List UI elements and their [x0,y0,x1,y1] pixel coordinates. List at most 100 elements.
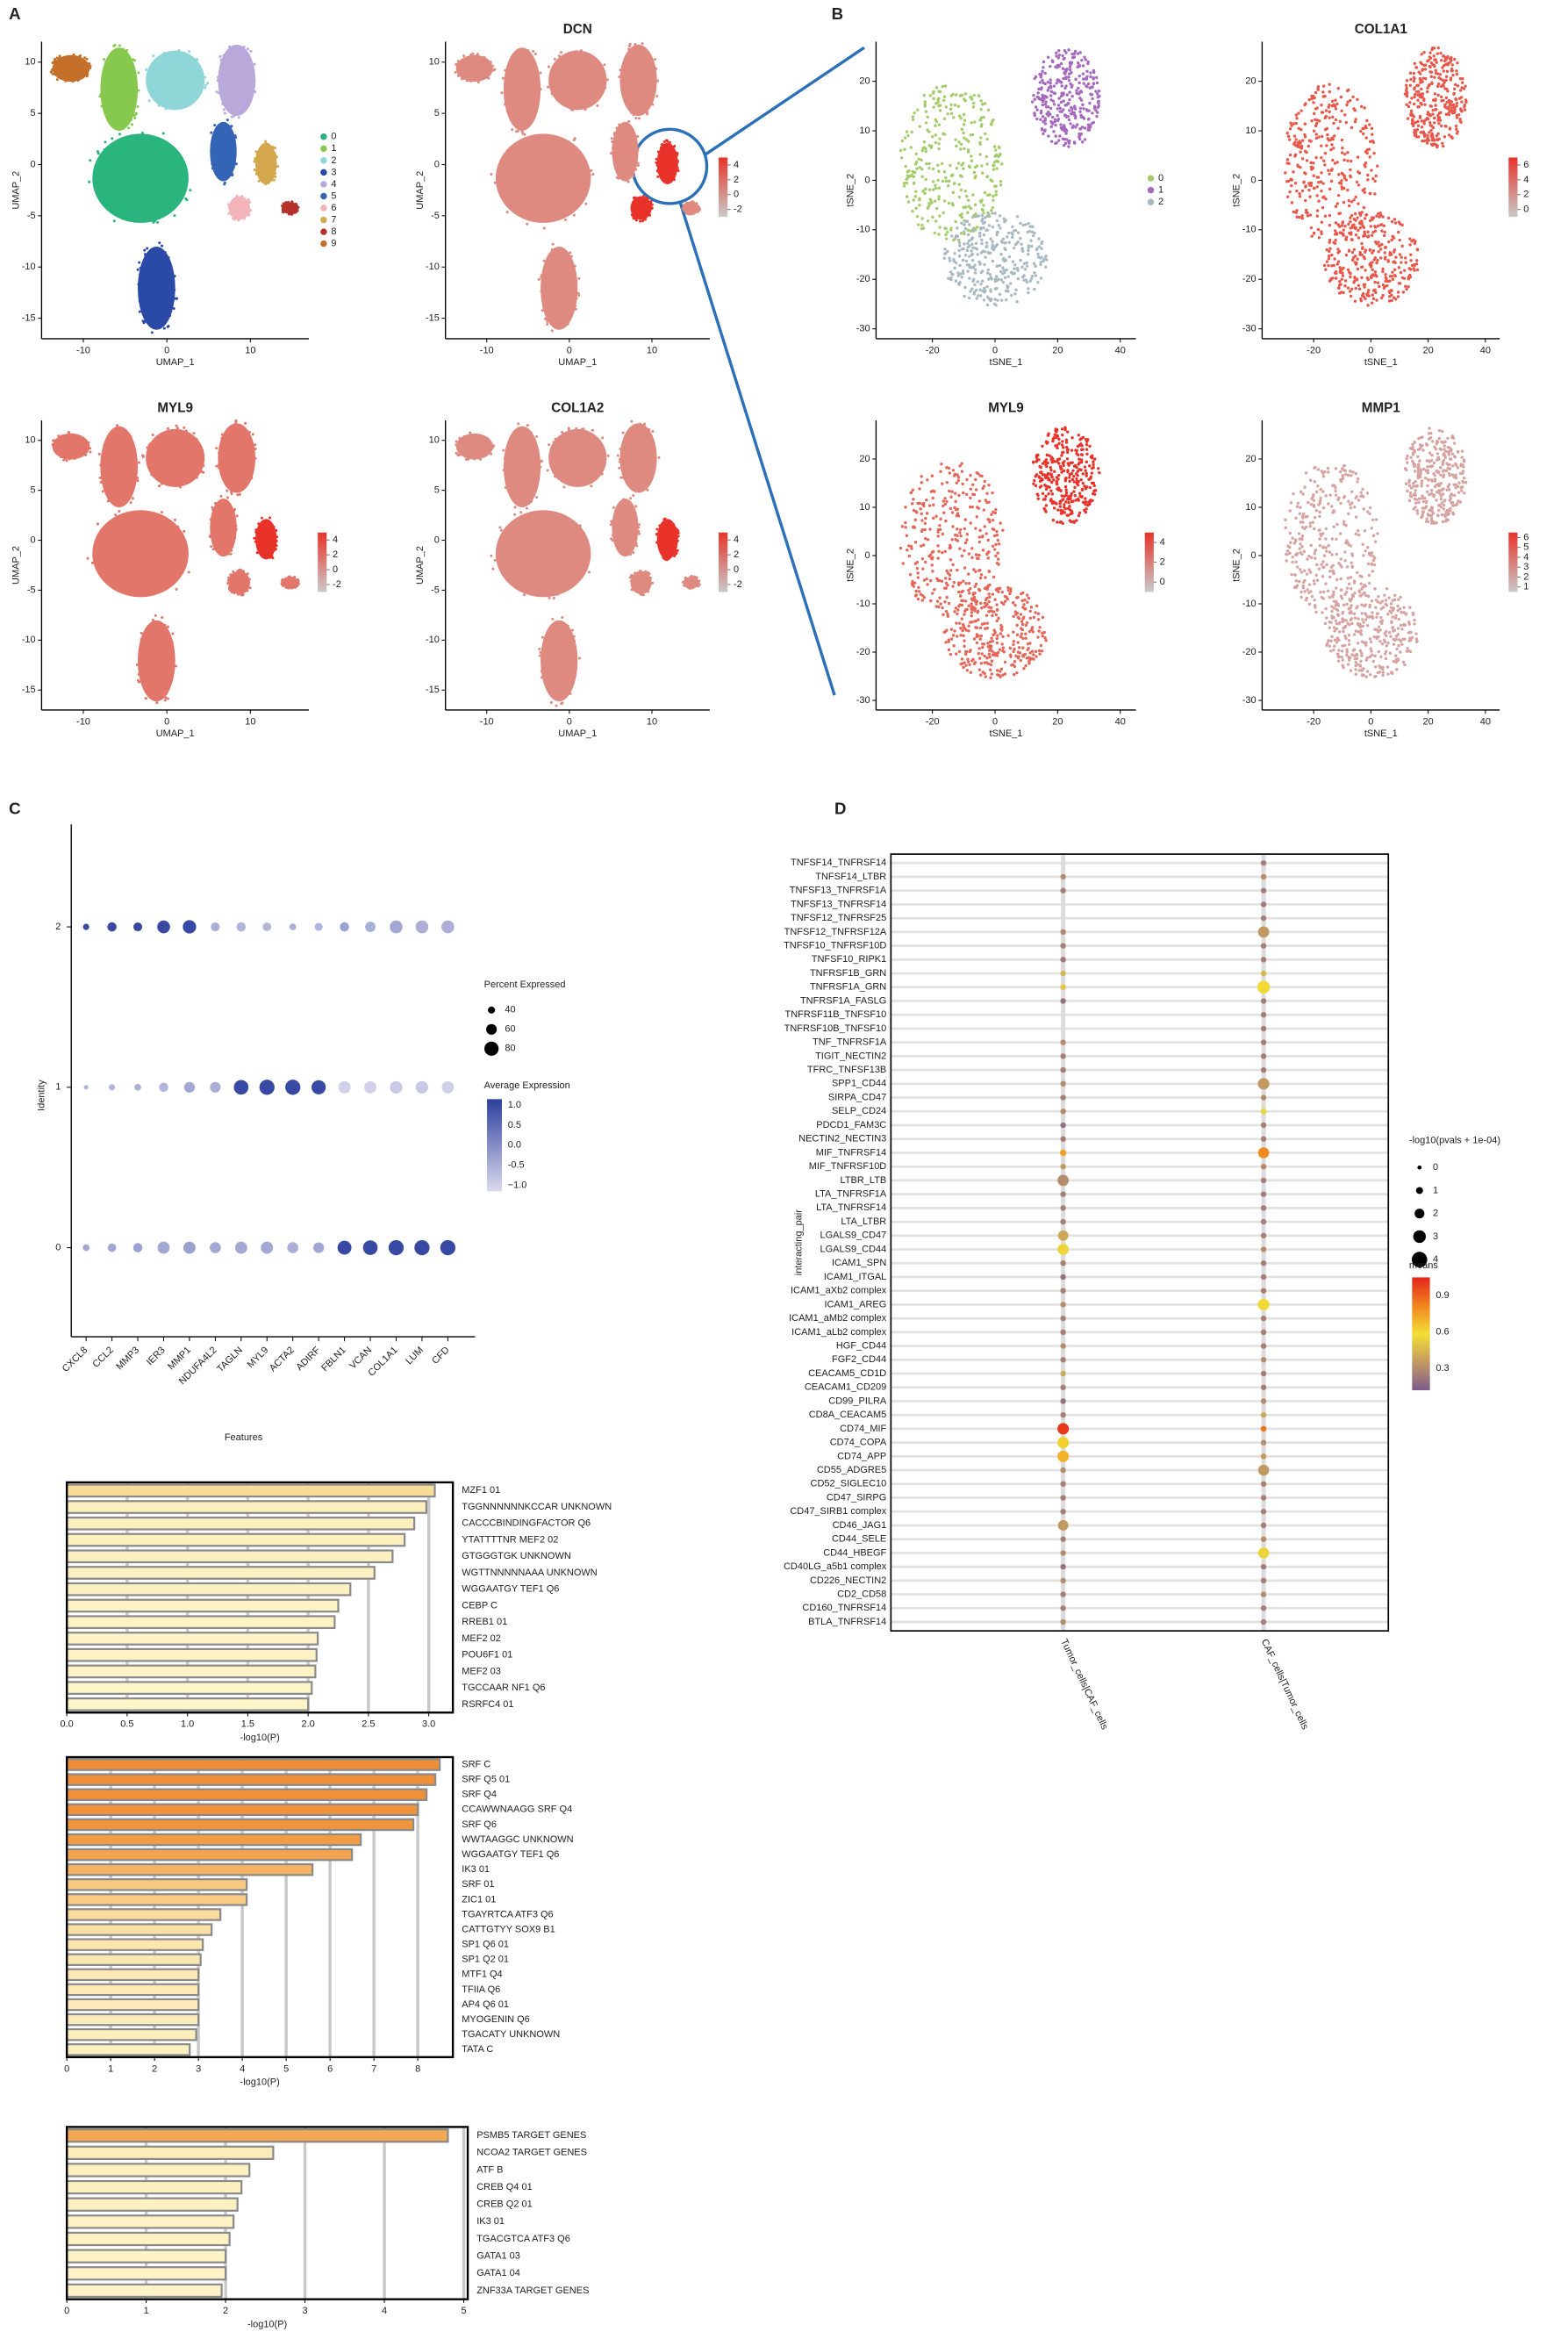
cell-point [1393,268,1397,271]
cell-point [936,178,940,183]
cell-point [1312,129,1316,133]
cell-point [627,524,631,527]
cell-point [1455,69,1458,73]
cell-point [569,692,572,695]
cell-point [586,481,591,484]
cell-point [468,55,471,59]
cell-point [504,103,507,106]
cell-point [215,528,218,532]
cell-point [72,67,75,70]
cell-point [240,477,244,480]
cell-point [99,463,103,467]
cell-point [555,272,558,276]
cell-point [462,63,466,67]
y-tick-label: 0 [865,175,870,185]
cell-point [1320,111,1324,114]
cell-point [632,196,635,199]
cell-point [1059,80,1063,84]
cell-point [229,56,233,60]
cell-point [942,133,947,136]
cell-point [218,451,221,456]
cell-point [626,471,629,475]
cell-point [643,476,647,479]
cell-point [1436,144,1439,147]
cell-point [252,84,256,88]
cell-point [636,148,640,152]
cell-point [265,164,268,168]
cell-point [535,533,539,536]
cell-point [576,291,580,295]
cell-point [937,195,941,198]
cell-point [946,112,949,116]
cell-point [54,448,58,452]
cell-point [634,534,637,537]
cell-point [670,545,674,549]
cell-point [1431,62,1435,67]
y-tick-label: 10 [429,57,440,68]
cell-point [219,513,223,516]
cell-point [559,88,562,91]
cell-point [151,651,154,655]
cell-point [611,534,614,537]
cell-point [626,480,629,484]
cell-point [1376,164,1379,168]
cell-point [113,91,117,95]
cell-point [237,587,240,591]
cell-point [234,527,238,531]
cell-point [1349,275,1352,279]
cell-point [161,98,164,102]
cell-point [144,255,147,258]
cell-point [1323,163,1327,167]
cell-point [643,461,647,464]
cell-point [1432,139,1436,142]
cell-point [126,84,130,88]
cell-point [522,513,526,517]
cell-point [175,50,179,54]
cell-point [262,150,266,154]
cell-point [560,326,563,330]
cell-point [646,429,649,433]
cell-point [641,61,644,65]
cell-point [1337,286,1341,291]
cell-point [629,534,633,537]
cell-point [551,470,555,473]
cell-point [233,471,236,475]
cell-point [909,146,913,149]
cell-point [638,432,641,435]
cell-point [1433,121,1436,125]
cell-point [661,521,664,525]
cell-point [202,464,205,468]
cell-point [233,592,236,595]
cell-point [237,93,240,97]
cell-point [168,287,171,291]
cell-point [651,103,655,106]
cell-point [584,202,588,205]
cell-point [493,558,497,562]
cell-point [546,322,549,326]
cell-point [234,214,238,218]
cell-point [957,183,961,186]
cell-point [65,459,68,463]
cell-point [949,94,953,97]
cell-point [632,214,635,218]
cell-point [135,157,139,161]
cell-point [254,536,258,540]
cell-point [609,152,612,155]
cell-point [118,44,121,47]
cell-point [567,639,570,642]
legend-swatch [1147,198,1155,205]
cell-point [462,65,466,68]
x-axis-label: UMAP_1 [156,357,195,368]
cell-point [534,64,538,68]
cell-point [234,420,238,424]
cell-point [117,515,120,520]
cell-point [634,156,637,160]
cell-point [1383,230,1386,234]
cell-point [563,635,567,638]
cell-point [550,262,554,266]
cell-point [103,443,106,447]
cell-point [166,427,169,430]
cell-point [150,65,154,68]
cell-point [1393,273,1397,277]
cell-point [566,322,569,326]
